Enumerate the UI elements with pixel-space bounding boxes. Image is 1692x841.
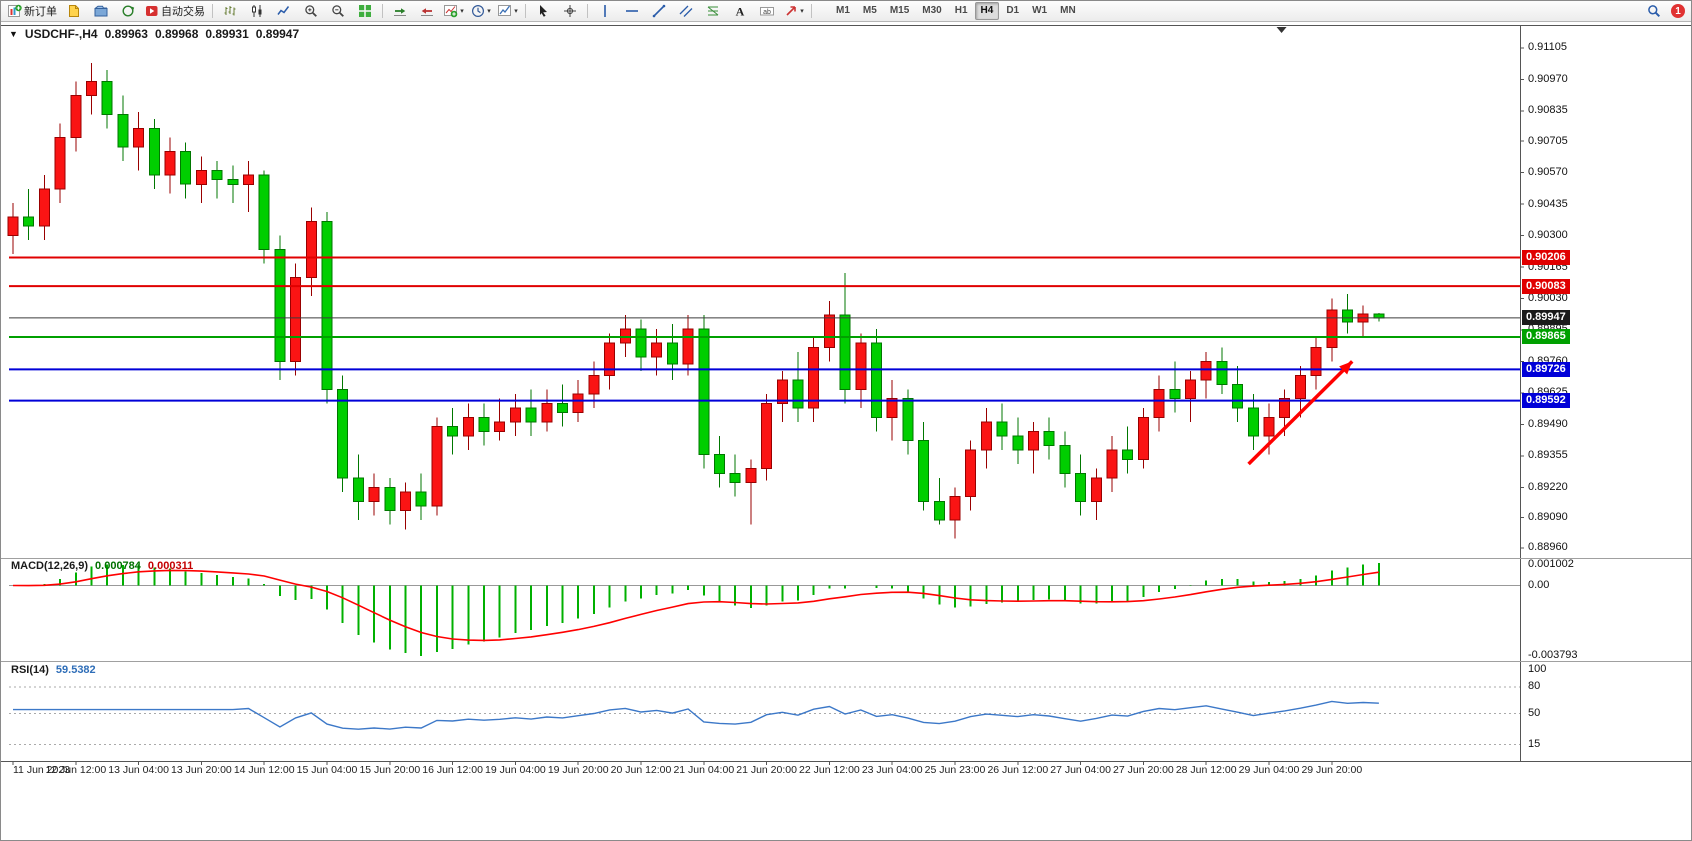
- macd-histogram: [27, 563, 1380, 656]
- periods-button[interactable]: ▾: [468, 2, 494, 21]
- svg-text:ab: ab: [763, 9, 771, 16]
- svg-text:A: A: [736, 5, 745, 19]
- zoom-in-icon: [305, 5, 317, 17]
- trendline-icon: [652, 4, 666, 18]
- auto-scroll-button[interactable]: [387, 2, 413, 21]
- profiles-icon: [94, 5, 108, 17]
- crosshair-icon: [564, 5, 576, 17]
- indicators-icon: [444, 5, 458, 18]
- candlestick-series: [7, 63, 1385, 539]
- tile-windows-icon: [359, 5, 371, 17]
- annotation-arrow[interactable]: [1247, 360, 1354, 466]
- timeframe-d1[interactable]: D1: [1006, 5, 1020, 16]
- vline-icon: [604, 5, 606, 17]
- zoom-out-button[interactable]: [325, 2, 351, 21]
- channel-button[interactable]: [673, 2, 699, 21]
- timeframe-h4[interactable]: H4: [974, 2, 1000, 20]
- text-button[interactable]: A: [727, 2, 753, 21]
- refresh-button[interactable]: [115, 2, 141, 21]
- templates-icon: [498, 5, 512, 16]
- new-order-icon: [8, 4, 22, 17]
- timeframe-h1[interactable]: H1: [954, 5, 968, 16]
- candle-chart-button[interactable]: [244, 2, 270, 21]
- timeframe-m5[interactable]: M5: [862, 5, 877, 16]
- search-icon: [1648, 5, 1661, 18]
- timeframe-m15[interactable]: M15: [889, 5, 910, 16]
- text-icon: A: [736, 5, 745, 19]
- candlestick-chart-icon: [252, 5, 262, 17]
- bar-chart-button[interactable]: [217, 2, 243, 21]
- cursor-icon: [540, 5, 547, 17]
- new-chart-icon: [69, 5, 79, 17]
- label-icon: ab: [760, 7, 774, 16]
- toolbar-separator: [587, 4, 588, 18]
- autotrading-button[interactable]: 自动交易: [142, 2, 208, 21]
- arrows-button[interactable]: ▾: [781, 2, 807, 21]
- arrows-icon: [786, 6, 797, 16]
- vline-button[interactable]: [592, 2, 618, 21]
- zoom-in-button[interactable]: [298, 2, 324, 21]
- hline-button[interactable]: [619, 2, 645, 21]
- toolbar-separator: [811, 4, 812, 18]
- toolbar-separator: [382, 4, 383, 18]
- tile-windows-button[interactable]: [352, 2, 378, 21]
- cursor-button[interactable]: [530, 2, 556, 21]
- bar-chart-icon: [224, 6, 236, 16]
- toolbar-separator: [212, 4, 213, 18]
- toolbar-right-group: 1: [1641, 2, 1687, 21]
- label-button[interactable]: ab: [754, 2, 780, 21]
- chevron-down-icon: ▾: [460, 7, 464, 15]
- new-order-button[interactable]: 新订单: [5, 2, 60, 21]
- timeframe-w1[interactable]: W1: [1032, 5, 1048, 16]
- crosshair-button[interactable]: [557, 2, 583, 21]
- fibonacci-icon: [707, 6, 719, 16]
- hline-icon: [626, 10, 638, 12]
- toolbar-separator: [525, 4, 526, 18]
- new-order-button-label: 新订单: [24, 6, 57, 18]
- search-button[interactable]: [1641, 2, 1667, 21]
- timeframe-m30[interactable]: M30: [922, 5, 942, 16]
- timeframe-m1[interactable]: M1: [836, 5, 850, 16]
- indicators-button[interactable]: ▾: [441, 2, 467, 21]
- chevron-down-icon: ▾: [487, 7, 491, 15]
- rsi-line: [13, 700, 1379, 730]
- templates-button[interactable]: ▾: [495, 2, 521, 21]
- autotrading-button-label: 自动交易: [161, 6, 205, 18]
- trendline-button[interactable]: [646, 2, 672, 21]
- chart-shift-icon: [421, 8, 433, 16]
- profiles-button[interactable]: [88, 2, 114, 21]
- chart-shift-marker-icon[interactable]: [1276, 27, 1287, 33]
- auto-scroll-icon: [394, 8, 406, 16]
- macd-signal-line: [12, 569, 1380, 642]
- timeframe-mn[interactable]: MN: [1060, 5, 1076, 16]
- periods-icon: [472, 4, 485, 18]
- autotrade-icon: [146, 6, 158, 16]
- chevron-down-icon: ▾: [514, 7, 518, 15]
- chart-shift-button[interactable]: [414, 2, 440, 21]
- new-chart-button[interactable]: [61, 2, 87, 21]
- channel-icon: [679, 5, 693, 17]
- zoom-out-icon: [332, 5, 344, 17]
- timeframe-bar: M1 M5 M15 M30 H1 H4 D1 W1 MN: [830, 2, 1082, 20]
- chevron-down-icon: ▾: [800, 7, 804, 15]
- line-chart-icon: [277, 6, 290, 15]
- fibonacci-button[interactable]: [700, 2, 726, 21]
- notification-badge[interactable]: 1: [1671, 4, 1685, 18]
- line-chart-button[interactable]: [271, 2, 297, 21]
- refresh-icon: [122, 5, 135, 17]
